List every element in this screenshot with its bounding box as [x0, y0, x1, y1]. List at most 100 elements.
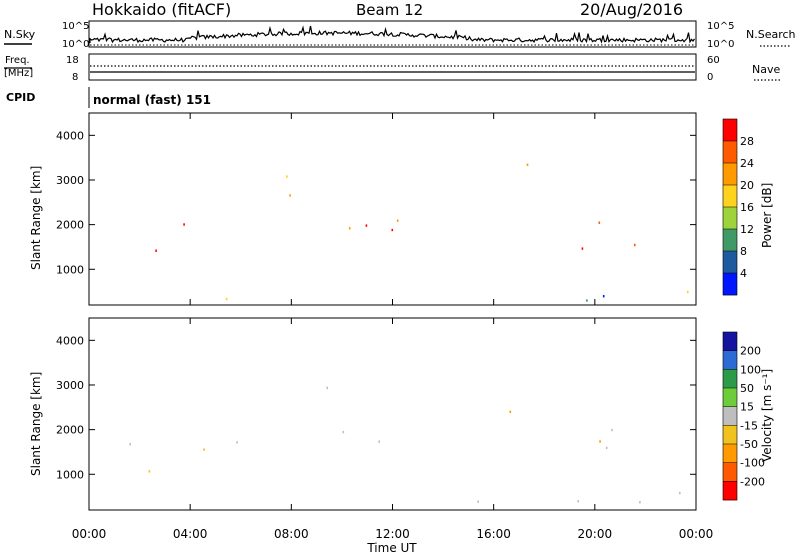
radar-title: Hokkaido (fitACF) — [92, 0, 231, 19]
colorbar-swatch — [723, 185, 737, 208]
colorbar-swatch — [723, 163, 737, 186]
colorbar-swatch — [723, 229, 737, 252]
range-cell — [586, 299, 588, 302]
colorbar-swatch — [723, 119, 737, 142]
range-cell — [599, 440, 601, 443]
freq-panel — [88, 53, 697, 81]
y-tick-label: 4000 — [56, 129, 84, 142]
range-cell — [639, 501, 641, 504]
colorbar-tick-label: 28 — [740, 135, 754, 148]
range-cell — [598, 221, 601, 224]
range-cell — [326, 386, 328, 390]
y-tick-label: 1000 — [56, 263, 84, 276]
nsearch-label: N.Search — [746, 28, 796, 41]
y-tick-label: 3000 — [56, 174, 84, 187]
colorbar-tick-label: 20 — [740, 179, 754, 192]
colorbar-swatch — [723, 444, 737, 463]
velocity-colorbar: 200 100 50 15 -15 -50 -100 -200 — [722, 331, 765, 501]
date-title: 20/Aug/2016 — [580, 0, 683, 19]
freq-label: Freq. — [5, 55, 30, 66]
nsky-label: N.Sky — [4, 28, 36, 41]
range-cell — [155, 249, 157, 252]
x-tick-label: 04:00 — [173, 527, 208, 541]
nave-tick-low: 0 — [707, 72, 713, 83]
colorbar-swatch — [723, 251, 737, 274]
colorbar-swatch — [723, 332, 737, 351]
noise-tick-low: 10^0 — [62, 39, 89, 50]
range-cell — [679, 491, 681, 495]
range-cell — [509, 410, 512, 413]
power-panel-marks — [155, 163, 689, 302]
power-panel — [88, 112, 697, 306]
colorbar-swatch — [723, 462, 737, 482]
noise-panel — [88, 20, 697, 48]
range-cell — [634, 243, 636, 247]
y-tick-label: 3000 — [56, 379, 84, 392]
time-axis: 00:00 04:00 08:00 12:00 16:00 20:00 00:00 — [72, 527, 714, 541]
range-cell — [378, 440, 380, 443]
colorbar-tick-label: -100 — [740, 457, 765, 470]
colorbar-tick-label: 12 — [740, 223, 754, 236]
colorbar-tick-label: 24 — [740, 157, 754, 170]
noise-trace — [89, 25, 695, 46]
colorbar-tick-label: -15 — [740, 419, 758, 432]
colorbar-swatch — [723, 273, 737, 296]
nave-tick-high: 60 — [707, 55, 720, 66]
colorbar-swatch — [723, 481, 737, 501]
noise-tick-high-right: 10^5 — [707, 21, 734, 32]
range-cell — [129, 443, 131, 446]
range-cell — [611, 428, 613, 432]
colorbar-tick-label: -200 — [740, 475, 765, 488]
velocity-panel-marks — [129, 386, 681, 504]
x-tick-label: 12:00 — [375, 527, 410, 541]
range-cell — [225, 297, 228, 301]
colorbar-swatch — [723, 369, 737, 389]
colorbar-tick-label: 200 — [740, 345, 761, 358]
range-cell — [391, 228, 394, 232]
range-cell — [348, 227, 351, 230]
x-tick-label: 00:00 — [72, 527, 107, 541]
velocity-axis: 1000 2000 3000 4000 — [56, 318, 697, 510]
colorbar-swatch — [723, 350, 737, 370]
x-tick-label: 08:00 — [274, 527, 309, 541]
range-cell — [581, 247, 584, 250]
velocity-ylabel: Slant Range [km] — [29, 372, 43, 476]
colorbar-tick-label: 16 — [740, 201, 754, 214]
y-tick-label: 2000 — [56, 219, 84, 232]
noise-sky-line — [89, 25, 695, 44]
beam-title: Beam 12 — [356, 1, 423, 19]
x-tick-label: 00:00 — [679, 527, 714, 541]
freq-tick-high: 18 — [66, 55, 79, 66]
range-cell — [289, 194, 291, 197]
y-tick-label: 1000 — [56, 468, 84, 481]
range-cell — [526, 163, 529, 166]
range-cell — [236, 441, 238, 444]
power-colorbar: 28 24 20 16 12 8 4 — [722, 118, 754, 296]
colorbar-tick-label: 4 — [740, 267, 747, 280]
time-axis-label: Time UT — [366, 541, 417, 554]
nave-label: Nave — [752, 63, 780, 76]
power-ylabel: Slant Range [km] — [29, 166, 43, 270]
range-cell — [602, 295, 605, 298]
colorbar-swatch — [723, 388, 737, 407]
colorbar-tick-label: 100 — [740, 363, 761, 376]
range-cell — [396, 219, 399, 222]
colorbar-tick-label: -50 — [740, 438, 758, 451]
x-tick-label: 20:00 — [578, 527, 613, 541]
range-cell — [605, 446, 608, 450]
power-cbar-label: Power [dB] — [760, 183, 774, 248]
velocity-panel — [88, 317, 697, 511]
range-cell — [286, 175, 288, 178]
y-tick-label: 2000 — [56, 424, 84, 437]
colorbar-swatch — [723, 141, 737, 164]
range-cell — [203, 448, 205, 451]
power-axis: 1000 2000 3000 4000 — [56, 113, 697, 305]
colorbar-swatch — [723, 207, 737, 230]
cpid-label: CPID — [6, 91, 35, 104]
freq-tick-low: 8 — [72, 72, 78, 83]
colorbar-swatch — [723, 406, 737, 426]
colorbar-swatch — [723, 425, 737, 445]
y-tick-label: 4000 — [56, 334, 84, 347]
range-cell — [686, 290, 689, 294]
